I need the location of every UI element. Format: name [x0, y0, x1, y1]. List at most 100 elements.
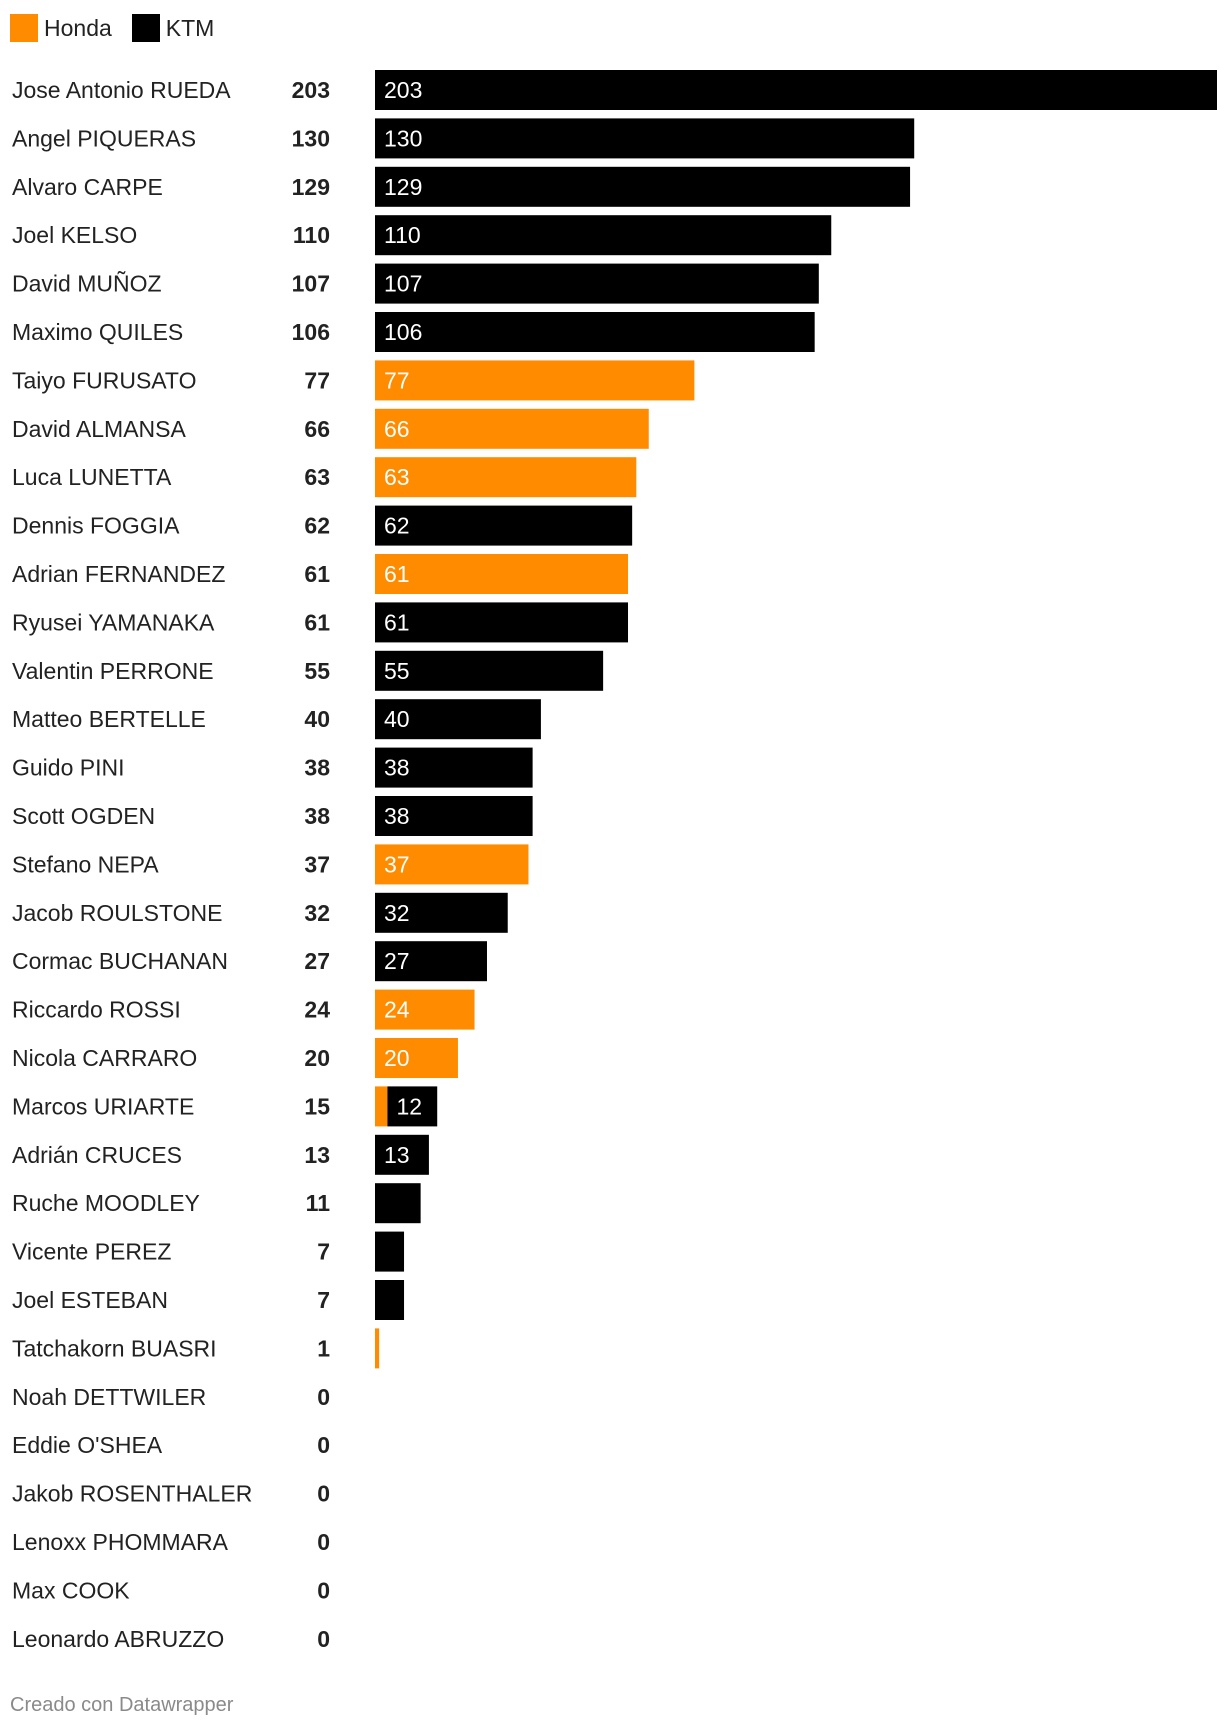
bar-value-label: 32 — [384, 900, 410, 926]
bar-row-valentin-perrone: Valentin PERRONE 55 55 — [12, 650, 604, 691]
bar-segment-ktm — [375, 1280, 405, 1320]
total-points-label: 0 — [317, 1481, 330, 1507]
bar-row-angel-piqueras: Angel PIQUERAS 130 130 — [12, 118, 915, 159]
total-points-label: 40 — [304, 706, 330, 732]
bar-segment-ktm — [375, 602, 629, 643]
bar-segment-honda — [375, 1038, 458, 1078]
bar-row-ruche-moodley: Ruche MOODLEY 11 — [12, 1183, 421, 1224]
bar-value-label: 24 — [384, 997, 410, 1023]
bar-segment-ktm — [375, 796, 533, 836]
bar-value-label: 110 — [384, 222, 421, 248]
bar-row-cormac-buchanan: Cormac BUCHANAN 27 27 — [12, 941, 487, 982]
rider-name-label: Leonardo ABRUZZO — [12, 1626, 224, 1652]
bar-segment-ktm — [375, 505, 633, 546]
bar-segment-honda — [375, 457, 637, 498]
bar-segment-ktm — [375, 1134, 429, 1175]
rider-name-label: Tatchakorn BUASRI — [12, 1335, 217, 1361]
bar-segment-honda — [375, 844, 529, 885]
bar-segment-honda — [375, 989, 475, 1030]
bar-segment-ktm — [375, 70, 1217, 110]
bar-row-tatchakorn-buasri: Tatchakorn BUASRI 1 — [12, 1328, 380, 1369]
legend-label-honda: Honda — [44, 14, 112, 41]
rider-name-label: Adrian FERNANDEZ — [12, 561, 225, 587]
rider-name-label: Alvaro CARPE — [12, 174, 163, 200]
total-points-label: 61 — [304, 609, 330, 635]
bar-row-jakob-rosenthaler: Jakob ROSENTHALER 0 — [12, 1481, 330, 1507]
bar-segment-ktm — [375, 215, 832, 256]
total-points-label: 38 — [304, 755, 330, 781]
bar-row-joel-esteban: Joel ESTEBAN 7 — [12, 1280, 405, 1320]
total-points-label: 62 — [304, 513, 330, 539]
bar-row-matteo-bertelle: Matteo BERTELLE 40 40 — [12, 699, 541, 740]
bar-value-label: 107 — [384, 271, 422, 297]
rider-name-label: Valentin PERRONE — [12, 658, 214, 684]
bar-segment-honda — [375, 360, 695, 401]
bar-value-label: 62 — [384, 513, 410, 539]
total-points-label: 7 — [317, 1239, 330, 1265]
bar-row-jose-antonio-rueda: Jose Antonio RUEDA 203 203 — [12, 70, 1217, 110]
total-points-label: 37 — [304, 851, 330, 877]
rider-name-label: Max COOK — [12, 1577, 130, 1603]
total-points-label: 110 — [293, 222, 330, 248]
rider-name-label: Cormac BUCHANAN — [12, 948, 228, 974]
rider-name-label: Jose Antonio RUEDA — [12, 77, 231, 103]
bar-row-noah-dettwiler: Noah DETTWILER 0 — [12, 1384, 330, 1410]
legend-item-ktm: KTM — [131, 14, 215, 42]
bar-value-label: 77 — [384, 367, 410, 393]
total-points-label: 15 — [304, 1093, 330, 1119]
bar-row-max-cook: Max COOK 0 — [12, 1577, 330, 1603]
bar-segment-ktm — [387, 1086, 438, 1127]
bar-row-dennis-foggia: Dennis FOGGIA 62 62 — [12, 505, 633, 546]
bar-row-nicola-carraro: Nicola CARRARO 20 20 — [12, 1038, 458, 1078]
bar-value-label: 13 — [384, 1142, 410, 1168]
bar-segment-ktm — [375, 312, 815, 352]
rider-name-label: Adrián CRUCES — [12, 1142, 182, 1168]
rider-name-label: Matteo BERTELLE — [12, 706, 206, 732]
total-points-label: 130 — [292, 125, 330, 151]
rider-name-label: David MUÑOZ — [12, 271, 162, 297]
total-points-label: 129 — [292, 174, 330, 200]
rider-name-label: Lenoxx PHOMMARA — [12, 1529, 229, 1555]
bar-row-lenoxx-phommara: Lenoxx PHOMMARA 0 — [12, 1529, 330, 1555]
rider-name-label: Taiyo FURUSATO — [12, 367, 196, 393]
legend-swatch-honda — [10, 14, 38, 42]
rider-name-label: Joel ESTEBAN — [12, 1287, 168, 1313]
total-points-label: 0 — [317, 1577, 330, 1603]
bar-row-jacob-roulstone: Jacob ROULSTONE 32 32 — [12, 892, 508, 933]
legend-label-ktm: KTM — [165, 14, 215, 41]
bar-value-label: 55 — [384, 658, 410, 684]
bar-segment-ktm — [375, 699, 541, 740]
total-points-label: 1 — [317, 1335, 330, 1361]
rider-name-label: Ruche MOODLEY — [12, 1190, 200, 1216]
bar-segment-ktm — [375, 650, 604, 691]
total-points-label: 106 — [292, 319, 330, 345]
bar-segment-ktm — [375, 892, 508, 933]
rider-name-label: Nicola CARRARO — [12, 1045, 197, 1071]
bar-value-label: 61 — [384, 609, 410, 635]
rider-name-label: Vicente PEREZ — [12, 1239, 171, 1265]
total-points-label: 20 — [304, 1045, 330, 1071]
bar-row-stefano-nepa: Stefano NEPA 37 37 — [12, 844, 529, 885]
bar-value-label: 129 — [384, 174, 422, 200]
bar-segment-honda — [375, 408, 649, 449]
bar-row-ryusei-yamanaka: Ryusei YAMANAKA 61 61 — [12, 602, 629, 643]
bar-segment-ktm — [375, 941, 487, 982]
total-points-label: 0 — [317, 1384, 330, 1410]
bar-segment-ktm — [375, 747, 533, 788]
bar-row-maximo-quiles: Maximo QUILES 106 106 — [12, 312, 815, 352]
bar-row-david-almansa: David ALMANSA 66 66 — [12, 408, 649, 449]
total-points-label: 0 — [317, 1432, 330, 1458]
bar-row-guido-pini: Guido PINI 38 38 — [12, 747, 533, 788]
bar-value-label: 63 — [384, 464, 410, 490]
bar-segment-ktm — [375, 118, 915, 159]
rider-name-label: Stefano NEPA — [12, 851, 159, 877]
bar-row-alvaro-carpe: Alvaro CARPE 129 129 — [12, 166, 911, 207]
bar-segment-honda — [375, 1086, 388, 1127]
total-points-label: 203 — [292, 77, 330, 103]
bar-segment-ktm — [375, 166, 911, 207]
bar-value-label: 27 — [384, 948, 410, 974]
total-points-label: 66 — [304, 416, 330, 442]
rider-name-label: Joel KELSO — [12, 222, 137, 248]
total-points-label: 32 — [304, 900, 330, 926]
